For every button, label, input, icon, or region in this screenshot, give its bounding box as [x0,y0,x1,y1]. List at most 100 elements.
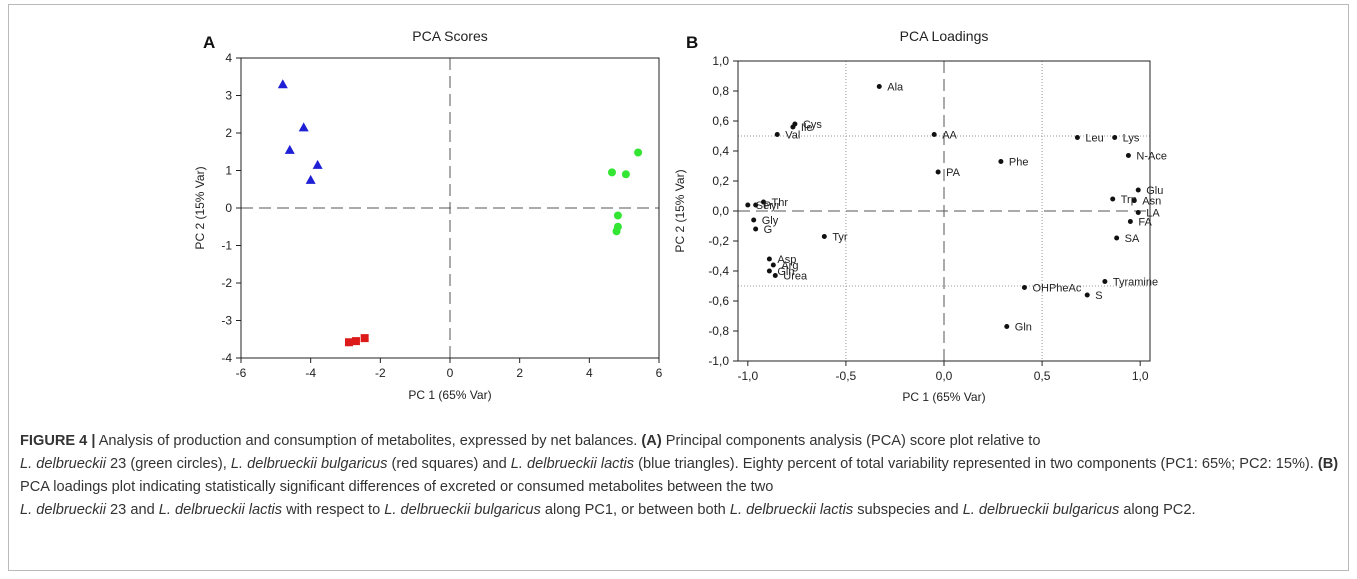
panel-b-ytick-label: -0,4 [708,264,729,278]
panel-a-ytick-label: -2 [221,276,232,290]
loading-label: Leu [1085,133,1103,145]
loading-label: Tyr [832,232,848,244]
loading-point [935,169,941,175]
loading-label: Urea [783,271,808,283]
loading-label: Pyr [764,200,781,212]
panel-a-ytick-label: 1 [225,164,232,178]
loading-point [1127,219,1133,224]
panel-b-xtick-label: -1,0 [737,369,758,383]
loading-point [998,159,1004,164]
caption-species: L. delbrueckii lactis [158,502,283,518]
loading-label: PA [946,167,961,179]
loading-label: Glu [1146,185,1163,197]
loading-point [1125,153,1131,158]
loading-label: Thr [772,197,789,209]
loading-point [745,202,751,208]
loading-label: AA [942,130,957,142]
panel-b-ytick-label: 0,4 [712,144,729,158]
panel-a-ytick-label: 3 [225,89,232,103]
loading-point [761,199,767,205]
panel-b-xlabel: PC 1 (65% Var) [902,390,985,404]
caption-text: along PC1, or between both [540,502,730,518]
panel-b-ytick-label: -1,0 [708,354,729,368]
panel-b-ytick-label: 1,0 [712,54,729,68]
score-square-marker [360,334,369,343]
caption-text: 23 and [106,502,159,518]
loading-point [1135,210,1141,215]
caption-text: along PC2. [1119,502,1196,518]
loading-label: Ala [887,82,904,94]
loading-point [766,268,772,274]
caption-text: with respect to [282,502,385,518]
loading-label: G [764,224,773,236]
loading-label: Cys [803,119,822,131]
panel-a-xtick-label: 4 [586,366,593,380]
loading-point [790,124,796,130]
panel-a-ytick-label: 2 [225,126,232,140]
loading-point [753,202,759,208]
panel-b-ylabel: PC 2 (15% Var) [673,169,687,252]
loading-label: S [1095,290,1102,302]
caption-species: L. delbrueckii bulgaricus [230,456,388,472]
caption-species: L. delbrueckii bulgaricus [384,502,541,518]
loading-label: Ser [756,200,773,212]
panel-a-ytick-label: -1 [221,239,232,253]
panel-b-ytick-label: -0,2 [708,234,729,248]
panel-b-title: PCA Loadings [900,28,989,44]
panel-a-xtick-label: -6 [236,366,247,380]
caption-species: L. delbrueckii lactis [510,456,635,472]
panel-b-ytick-label: 0,0 [712,204,729,218]
loading-point [1110,196,1116,202]
loading-point [1102,279,1108,284]
panel-b-ytick-label: 0,6 [712,114,729,128]
loading-label: Trp [1121,194,1137,206]
loading-label: Ile [801,122,813,134]
loading-label: Lys [1123,133,1140,145]
panel-b-xtick-label: -0,5 [836,369,857,383]
loading-point [1135,187,1141,193]
loading-point [751,217,757,223]
panel-b-xtick-label: 0,0 [936,369,953,383]
figure-caption: FIGURE 4 | Analysis of production and co… [20,430,1340,522]
caption-species: L. delbrueckii lactis [729,502,854,518]
loading-label: LA [1146,208,1160,220]
score-triangle-marker [284,144,295,154]
panel-b-ytick-label: -0,6 [708,294,729,308]
loading-label: SA [1125,233,1140,245]
score-triangle-marker [277,79,288,89]
loading-label: OHPheAc [1032,283,1081,295]
caption-species: L. delbrueckii bulgaricus [962,502,1120,518]
loading-point [1131,198,1137,203]
loading-label: FA [1138,217,1152,229]
loading-label: Asn [1142,196,1161,208]
panel-b-xtick-label: 0,5 [1034,369,1051,383]
loading-point [1112,135,1118,140]
panel-a-xtick-label: -4 [305,366,316,380]
loading-point [1084,292,1090,298]
caption-text: (red squares) and [387,456,511,472]
loading-point [774,132,780,137]
loading-label: Asp [777,254,796,266]
caption-text: PCA loadings plot indicating statistical… [20,479,774,495]
panel-a-title: PCA Scores [412,28,487,44]
loading-point [1114,235,1120,241]
loading-label: Tyramine [1113,277,1158,289]
loading-point [1074,135,1080,140]
loading-label: Gln [1015,322,1032,334]
panel-b-xtick-label: 1,0 [1132,369,1149,383]
panel-a-ytick-label: -4 [221,351,232,365]
figure-charts: A PCA Scores -6 -4 -2 0 2 4 6 -4 -3 -2 -1 0 1 2 3 4 PC 1 (… [193,28,1167,404]
loading-label: Gly [762,215,779,227]
caption-species: L. delbrueckii [20,502,106,518]
panel-b-ytick-label: -0,8 [708,324,729,338]
loading-point [770,262,776,268]
score-triangle-marker [298,122,309,132]
panel-a-xtick-label: 0 [447,366,454,380]
caption-text: 23 (green circles), [106,456,231,472]
loading-label: N-Ace [1136,151,1167,163]
loading-point [821,234,827,239]
score-square-marker [351,337,360,346]
caption-text: subspecies and [853,502,963,518]
loading-point [931,132,937,137]
caption-text: (blue triangles). Eighty percent of tota… [634,456,1318,472]
